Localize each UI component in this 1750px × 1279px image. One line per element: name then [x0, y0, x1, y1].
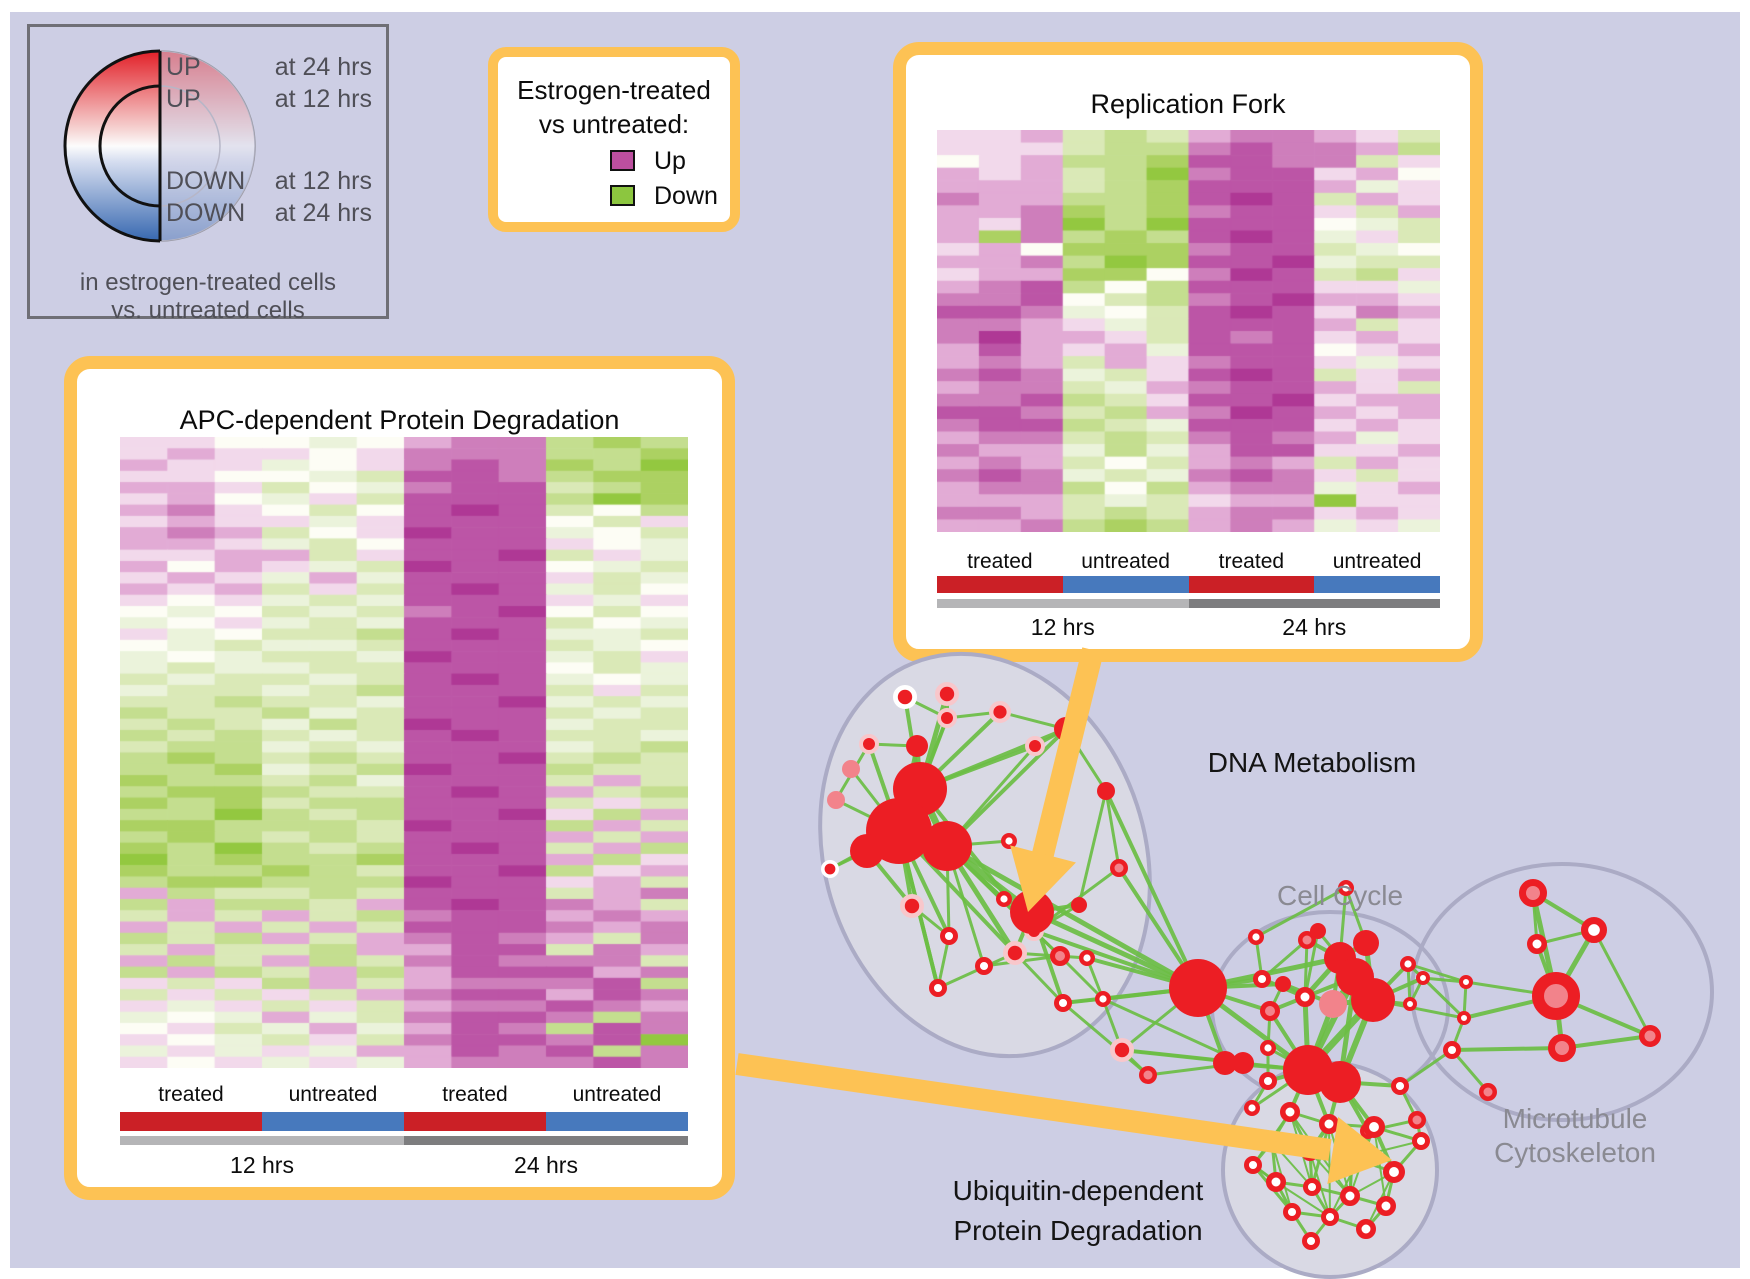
treatment-bar-segment: [546, 1112, 688, 1131]
dir-row-down-12: DOWN at 12 hrs: [30, 167, 386, 197]
dir-row-down-24: DOWN at 24 hrs: [30, 199, 386, 229]
timepoint-bar-segment: [404, 1136, 688, 1145]
dir-row-up-24: UP at 24 hrs: [30, 53, 386, 83]
timepoint-bar: [937, 599, 1440, 608]
timepoint-bar: [120, 1136, 688, 1145]
color-legend-title-line1: Estrogen-treated: [517, 75, 711, 105]
time-label: at 12 hrs: [274, 85, 372, 113]
untreated-label: untreated: [1081, 550, 1170, 573]
12hrs-label: 12 hrs: [230, 1152, 294, 1178]
dir-row-up-12: UP at 12 hrs: [30, 85, 386, 115]
untreated-label: untreated: [1332, 550, 1422, 573]
12hrs-label: 12 hrs: [1030, 614, 1095, 640]
down-color-swatch: [610, 185, 635, 206]
24hrs-label: 24 hrs: [514, 1152, 578, 1178]
direction-caption-line1: in estrogen-treated cells: [79, 269, 337, 296]
untreated-label: untreated: [288, 1083, 378, 1106]
timepoint-bar-segment: [120, 1136, 404, 1145]
24hrs-label: 24 hrs: [1282, 614, 1347, 640]
treatment-bar-segment: [120, 1112, 262, 1131]
treated-label: treated: [158, 1083, 224, 1106]
up-label: UP: [166, 85, 201, 113]
replication-fork-heatmap: [937, 130, 1440, 532]
down-label: DOWN: [166, 199, 246, 227]
apc-degradation-title: APC-dependent Protein Degradation: [179, 405, 620, 435]
up-item-label: Up: [654, 147, 686, 175]
apc-heatmap: [120, 437, 688, 1068]
treatment-bar-segment: [404, 1112, 546, 1131]
timepoint-bar-segment: [1188, 599, 1440, 608]
treatment-bar-segment: [1314, 576, 1440, 593]
down-item-label: Down: [654, 182, 718, 210]
treated-label: treated: [967, 550, 1033, 573]
time-labels-row: 12 hrs 24 hrs: [937, 614, 1440, 642]
color-legend-box: Estrogen-treated vs untreated: Up Down: [488, 47, 740, 232]
replication-fork-panel: Replication Fork treated untreated treat…: [893, 42, 1483, 662]
treatment-bar-segment: [937, 576, 1063, 593]
timepoint-bar-segment: [937, 599, 1189, 608]
up-label: UP: [166, 53, 201, 81]
untreated-label: untreated: [572, 1083, 662, 1106]
treatment-bar-segment: [1062, 576, 1189, 593]
color-legend-title-line2: vs untreated:: [538, 109, 690, 139]
direction-legend-box: UP at 24 hrs UP at 12 hrs DOWN at 12 hrs…: [27, 24, 389, 324]
group-labels-row: treated untreated treated untreated: [937, 550, 1440, 574]
treatment-colorbar: [937, 576, 1440, 593]
direction-caption-line2: vs. untreated cells: [111, 297, 305, 324]
apc-degradation-panel: APC-dependent Protein Degradation treate…: [64, 356, 735, 1200]
treated-label: treated: [1218, 550, 1285, 573]
up-down-gradient-circle-icon: [63, 49, 256, 243]
group-labels-row: treated untreated treated untreated: [120, 1083, 688, 1107]
time-label: at 24 hrs: [274, 199, 372, 227]
treated-label: treated: [442, 1083, 508, 1106]
treatment-bar-segment: [1188, 576, 1315, 593]
down-label: DOWN: [166, 167, 246, 195]
time-label: at 12 hrs: [274, 167, 372, 195]
treatment-colorbar: [120, 1112, 688, 1131]
replication-fork-title: Replication Fork: [1090, 89, 1286, 119]
time-labels-row: 12 hrs 24 hrs: [120, 1152, 688, 1180]
treatment-bar-segment: [262, 1112, 404, 1131]
up-color-swatch: [610, 150, 635, 171]
time-label: at 24 hrs: [274, 53, 372, 81]
